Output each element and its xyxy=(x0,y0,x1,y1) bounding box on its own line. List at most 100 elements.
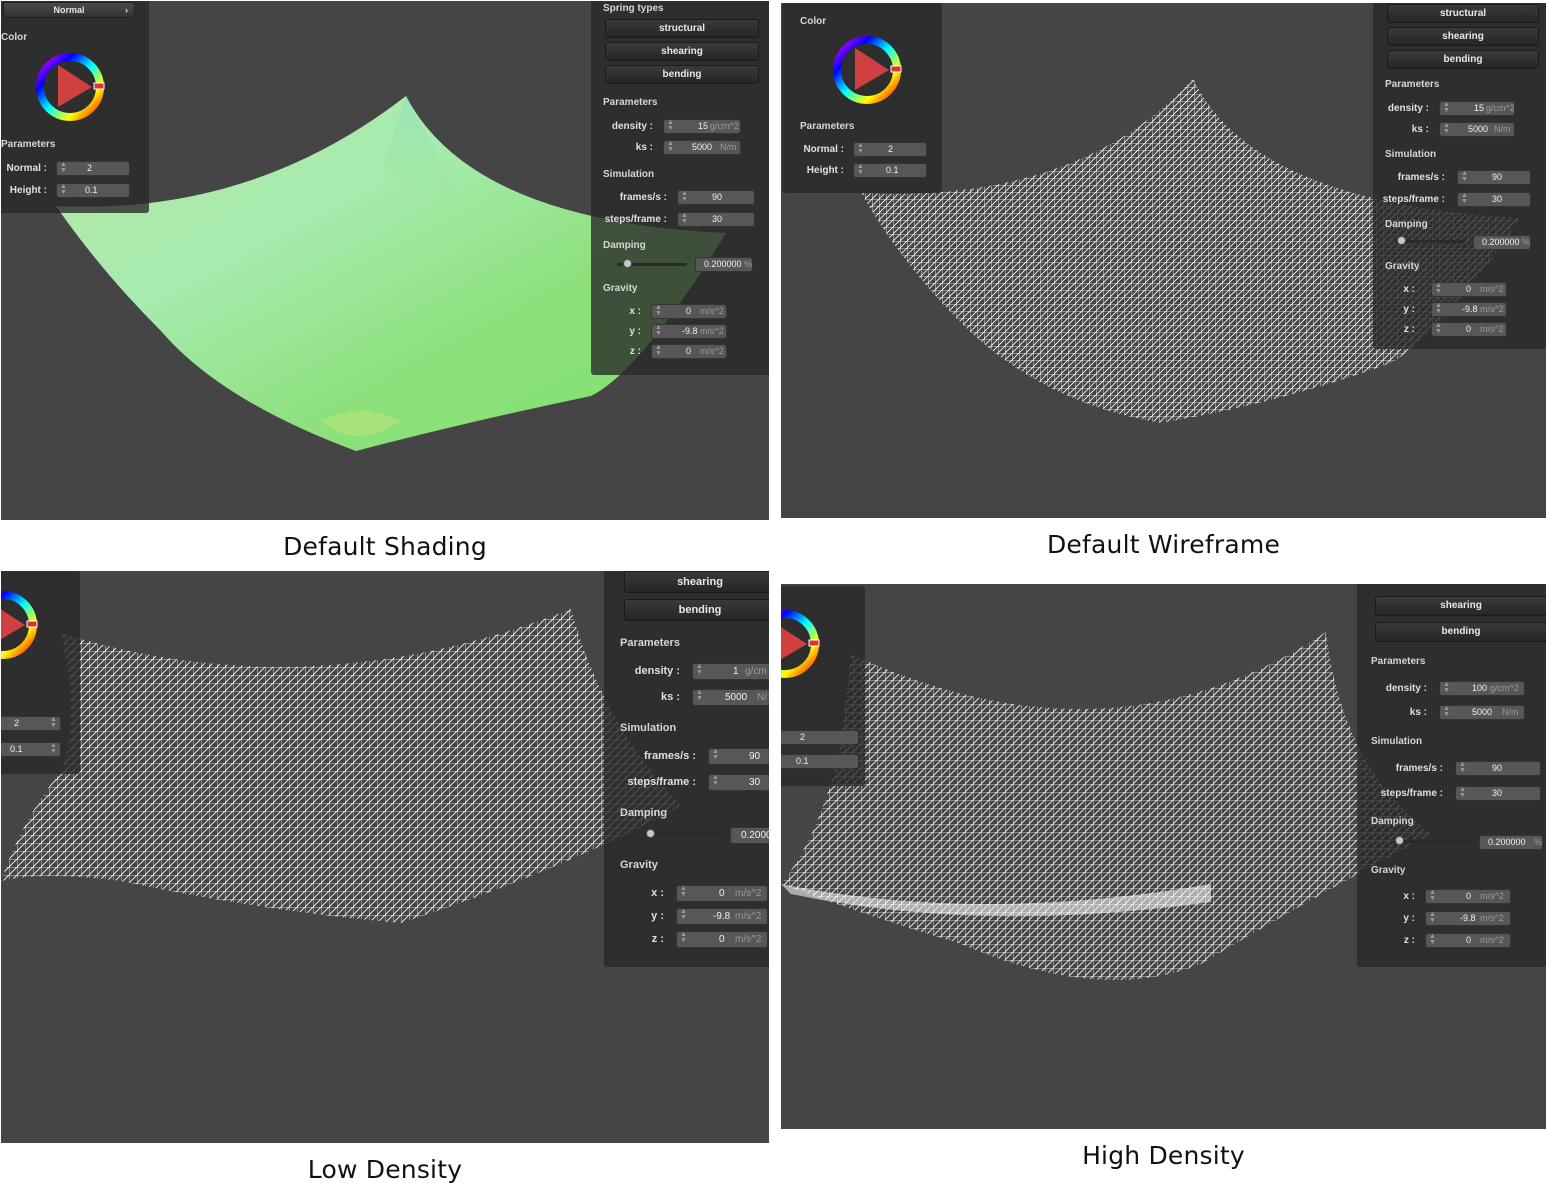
spinner-icon[interactable]: ▲ ▼ xyxy=(60,161,67,174)
density-field[interactable]: ▲ ▼ 100 g/cm^2 xyxy=(1439,681,1525,696)
color-wheel[interactable] xyxy=(1,589,39,661)
spinner-icon[interactable]: ▲ ▼ xyxy=(696,689,703,702)
ks-field[interactable]: ▲ ▼ 5000 N/m xyxy=(663,140,741,155)
normal-field[interactable]: ▲ ▼ 2 xyxy=(56,161,130,176)
damping-field[interactable]: 0.2000 xyxy=(730,827,769,844)
damping-slider-track[interactable] xyxy=(617,263,687,266)
mode-dropdown[interactable]: Normal › xyxy=(3,2,135,18)
spinner-icon[interactable]: ▲ ▼ xyxy=(1435,322,1442,335)
spinner-icon[interactable]: ▲ ▼ xyxy=(667,119,674,132)
fps-field[interactable]: ▲ ▼ 90 xyxy=(1457,170,1531,185)
gravity-x-field[interactable]: ▲ ▼ 0 m/s^2 xyxy=(651,304,727,319)
gravity-z-field[interactable]: ▲ ▼ 0 m/s^2 xyxy=(1425,933,1511,948)
spinner-icon[interactable]: ▲ ▼ xyxy=(680,908,687,921)
height-field[interactable]: ▲ ▼ 0.1 xyxy=(853,163,927,178)
spinner-icon[interactable]: ▲ ▼ xyxy=(1459,786,1466,799)
bending-button[interactable]: bending xyxy=(1375,622,1546,642)
spf-field[interactable]: ▲ ▼ 30 xyxy=(708,774,769,791)
spinner-icon[interactable]: ▲ ▼ xyxy=(696,663,703,676)
viewport-default-shading[interactable]: Normal › Color Parameters Normal : ▲ ▼ 2 H… xyxy=(1,1,769,520)
damping-slider-track[interactable] xyxy=(1395,240,1465,243)
shearing-button[interactable]: shearing xyxy=(1375,596,1546,616)
density-field[interactable]: ▲ ▼ 1 g/cm xyxy=(692,663,769,680)
spinner-icon[interactable]: ▲ ▼ xyxy=(1435,302,1442,315)
normal-field[interactable]: 2 ▲ ▼ xyxy=(1,716,61,731)
spinner-icon[interactable]: ▲ ▼ xyxy=(655,304,662,317)
spinner-icon[interactable]: ▲ ▼ xyxy=(680,885,687,898)
fps-field[interactable]: ▲ ▼ 90 xyxy=(708,748,769,765)
gravity-x-field[interactable]: ▲ ▼ 0 m/s^2 xyxy=(676,885,768,902)
structural-button[interactable]: structural xyxy=(605,19,759,38)
spinner-icon[interactable]: ▲ ▼ xyxy=(1429,933,1436,946)
gravity-z-field[interactable]: ▲ ▼ 0 m/s^2 xyxy=(1431,322,1507,337)
height-field[interactable]: ▲ ▼ 0.1 xyxy=(56,183,130,198)
ks-field[interactable]: ▲ ▼ 5000 N/m xyxy=(1439,122,1515,137)
damping-field[interactable]: 0.200000% xyxy=(695,257,753,272)
gravity-x-field[interactable]: ▲ ▼ 0 m/s^2 xyxy=(1425,889,1511,904)
damping-slider-track[interactable] xyxy=(644,833,722,836)
spinner-icon[interactable]: ▲ ▼ xyxy=(857,142,864,155)
damping-slider-knob[interactable] xyxy=(646,829,655,838)
damping-field[interactable]: 0.200000% xyxy=(1479,835,1543,850)
bending-button[interactable]: bending xyxy=(1387,50,1539,69)
damping-slider-track[interactable] xyxy=(1393,840,1471,843)
color-wheel[interactable] xyxy=(831,34,903,106)
spf-field[interactable]: ▲ ▼ 30 xyxy=(1457,192,1531,207)
spinner-icon[interactable]: ▲ ▼ xyxy=(655,324,662,337)
viewport-high-density[interactable]: 2 0.1 shearing bending Parameters densit… xyxy=(781,584,1546,1129)
bending-button[interactable]: bending xyxy=(605,65,759,84)
spinner-icon[interactable]: ▲ ▼ xyxy=(667,140,674,153)
spinner-icon[interactable]: ▲ ▼ xyxy=(1461,192,1468,205)
viewport-low-density[interactable]: 2 ▲ ▼ 0.1 ▲ ▼ shearing bending Parameters de… xyxy=(1,571,769,1143)
gravity-y-field[interactable]: ▲ ▼ -9.8 m/s^2 xyxy=(651,324,727,339)
spinner-icon[interactable]: ▲ ▼ xyxy=(655,344,662,357)
color-wheel[interactable] xyxy=(34,51,106,123)
shearing-button[interactable]: shearing xyxy=(624,571,769,593)
spinner-icon[interactable]: ▲ ▼ xyxy=(1443,101,1450,114)
spinner-icon[interactable]: ▲ ▼ xyxy=(712,774,719,787)
spinner-icon[interactable]: ▲ ▼ xyxy=(50,716,57,729)
viewport-default-wireframe[interactable]: Color Parameters Normal : ▲ ▼ 2 Height : ▲… xyxy=(781,3,1546,518)
spinner-icon[interactable]: ▲ ▼ xyxy=(680,931,687,944)
spf-field[interactable]: ▲ ▼ 30 xyxy=(677,212,755,227)
gravity-z-field[interactable]: ▲ ▼ 0 m/s^2 xyxy=(651,344,727,359)
height-field[interactable]: 0.1 ▲ ▼ xyxy=(1,742,61,757)
bending-button[interactable]: bending xyxy=(624,599,769,621)
density-field[interactable]: ▲ ▼ 15 g/cm^2 xyxy=(663,119,741,134)
gravity-y-field[interactable]: ▲ ▼ -9.8 m/s^2 xyxy=(1425,911,1511,926)
shearing-button[interactable]: shearing xyxy=(1387,27,1539,46)
color-wheel[interactable] xyxy=(781,608,821,680)
gravity-z-field[interactable]: ▲ ▼ 0 m/s^2 xyxy=(676,931,768,948)
spinner-icon[interactable]: ▲ ▼ xyxy=(681,190,688,203)
damping-slider-knob[interactable] xyxy=(1395,836,1404,845)
ks-field[interactable]: ▲ ▼ 5000 N/ xyxy=(692,689,769,706)
spinner-icon[interactable]: ▲ ▼ xyxy=(1435,282,1442,295)
spf-field[interactable]: ▲ ▼ 30 xyxy=(1455,786,1541,801)
damping-field[interactable]: 0.200000% xyxy=(1473,235,1531,250)
fps-field[interactable]: ▲ ▼ 90 xyxy=(1455,761,1541,776)
normal-field[interactable]: ▲ ▼ 2 xyxy=(853,142,927,157)
shearing-button[interactable]: shearing xyxy=(605,42,759,61)
spinner-icon[interactable]: ▲ ▼ xyxy=(1429,889,1436,902)
density-field[interactable]: ▲ ▼ 15 g/cm^2 xyxy=(1439,101,1515,116)
fps-field[interactable]: ▲ ▼ 90 xyxy=(677,190,755,205)
gravity-y-field[interactable]: ▲ ▼ -9.8 m/s^2 xyxy=(1431,302,1507,317)
spinner-icon[interactable]: ▲ ▼ xyxy=(1461,170,1468,183)
gravity-x-field[interactable]: ▲ ▼ 0 m/s^2 xyxy=(1431,282,1507,297)
gravity-y-field[interactable]: ▲ ▼ -9.8 m/s^2 xyxy=(676,908,768,925)
damping-slider-knob[interactable] xyxy=(1397,236,1406,245)
ks-field[interactable]: ▲ ▼ 5000 N/m xyxy=(1439,705,1525,720)
spinner-icon[interactable]: ▲ ▼ xyxy=(50,742,57,755)
spinner-icon[interactable]: ▲ ▼ xyxy=(1459,761,1466,774)
spinner-icon[interactable]: ▲ ▼ xyxy=(1443,705,1450,718)
spinner-icon[interactable]: ▲ ▼ xyxy=(1429,911,1436,924)
normal-field[interactable]: 2 xyxy=(781,730,859,745)
spinner-icon[interactable]: ▲ ▼ xyxy=(1443,681,1450,694)
damping-slider-knob[interactable] xyxy=(623,259,632,268)
height-field[interactable]: 0.1 xyxy=(781,754,859,769)
spinner-icon[interactable]: ▲ ▼ xyxy=(681,212,688,225)
spinner-icon[interactable]: ▲ ▼ xyxy=(857,163,864,176)
spinner-icon[interactable]: ▲ ▼ xyxy=(712,748,719,761)
structural-button[interactable]: structural xyxy=(1387,4,1539,23)
spinner-icon[interactable]: ▲ ▼ xyxy=(60,183,67,196)
